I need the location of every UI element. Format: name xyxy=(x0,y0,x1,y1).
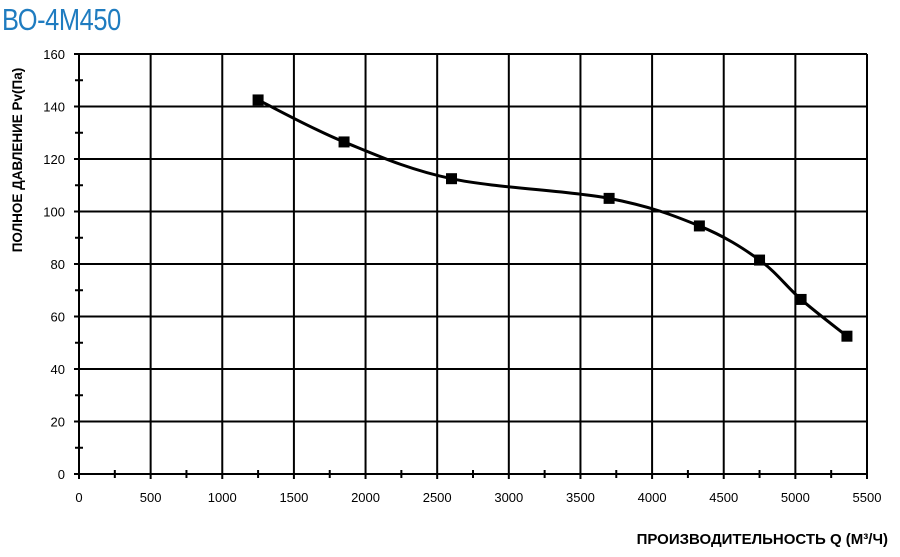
x-axis-label: ПРОИЗВОДИТЕЛЬНОСТЬ Q (М³/Ч) xyxy=(637,531,888,548)
minor-ticks xyxy=(75,79,833,478)
x-tick-label: 4500 xyxy=(709,490,738,505)
x-tick-label: 5500 xyxy=(853,490,882,505)
data-point xyxy=(446,173,458,185)
x-tick-label: 1000 xyxy=(208,490,237,505)
y-tick-label: 40 xyxy=(51,362,65,377)
data-point xyxy=(841,330,853,342)
data-point xyxy=(754,254,766,266)
x-tick-label: 5000 xyxy=(781,490,810,505)
chart-title: ВО-4М450 xyxy=(2,2,121,37)
x-tick-labels: 0 500 1000 1500 2000 2500 3000 3500 4000 4500 5000… xyxy=(75,490,881,505)
x-tick-label: 4000 xyxy=(638,490,667,505)
series-line xyxy=(257,98,848,338)
y-tick-label: 160 xyxy=(43,47,65,62)
x-tick-label: 3500 xyxy=(566,490,595,505)
data-markers xyxy=(252,94,853,342)
x-tick-label: 2000 xyxy=(351,490,380,505)
x-tick-label: 0 xyxy=(75,490,82,505)
data-point xyxy=(252,94,264,106)
y-axis-label: ПОЛНОЕ ДАВЛЕНИЕ Pv(Па) xyxy=(10,68,25,253)
y-tick-label: 120 xyxy=(43,152,65,167)
data-point xyxy=(338,136,350,148)
grid xyxy=(74,53,868,479)
y-tick-label: 140 xyxy=(43,100,65,115)
y-tick-label: 0 xyxy=(58,467,65,482)
y-tick-label: 20 xyxy=(51,415,65,430)
y-tick-label: 80 xyxy=(51,257,65,272)
x-tick-label: 3000 xyxy=(494,490,523,505)
y-tick-label: 60 xyxy=(51,310,65,325)
data-point xyxy=(693,220,705,232)
x-tick-label: 500 xyxy=(140,490,162,505)
x-tick-label: 1500 xyxy=(279,490,308,505)
x-tick-label: 2500 xyxy=(423,490,452,505)
data-point xyxy=(795,293,807,305)
y-tick-labels: 0 20 40 60 80 100 120 140 160 xyxy=(43,47,65,482)
y-tick-label: 100 xyxy=(43,205,65,220)
data-point xyxy=(603,192,615,204)
